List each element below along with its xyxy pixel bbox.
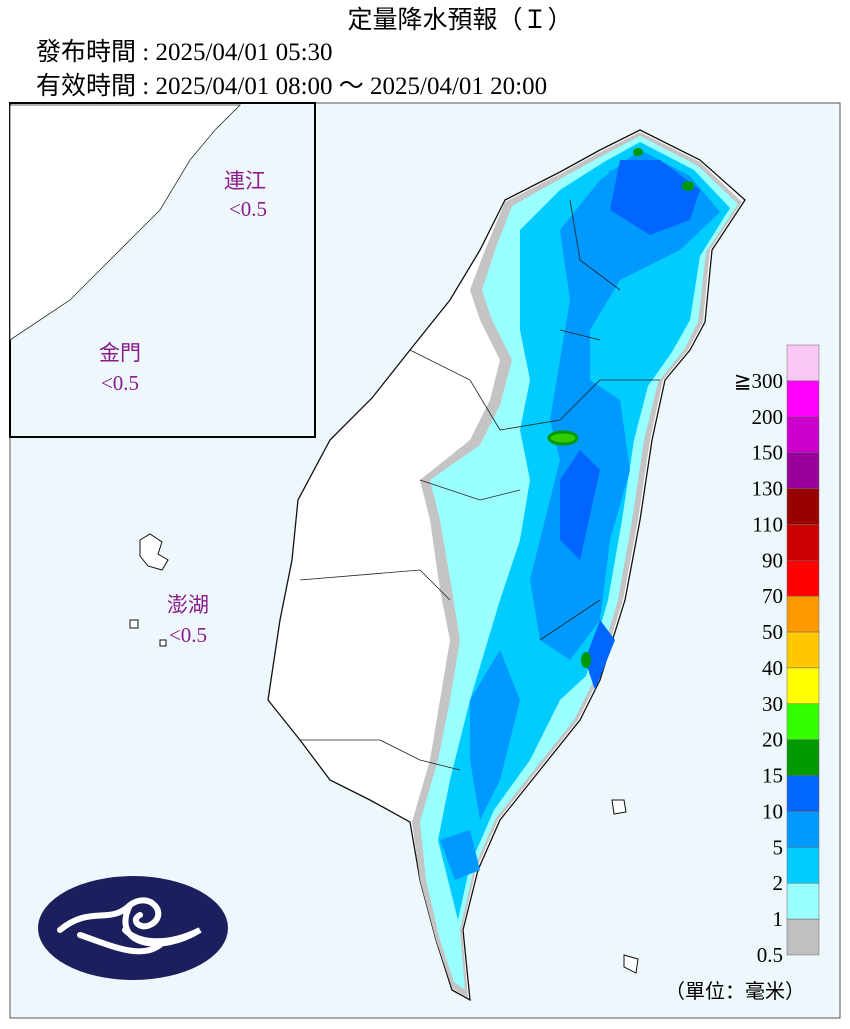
legend-swatch bbox=[786, 918, 820, 956]
issued-time: 發布時間 : 2025/04/01 05:30 bbox=[36, 38, 333, 66]
island-name: 連江 bbox=[224, 169, 266, 193]
legend-swatch bbox=[786, 416, 820, 453]
legend-label: 5 bbox=[773, 835, 784, 859]
legend-swatch bbox=[786, 847, 820, 884]
county-lines bbox=[299, 199, 660, 771]
legend-swatch bbox=[786, 524, 820, 561]
penghu bbox=[129, 533, 169, 647]
title: 定量降水預報（Ｉ） bbox=[347, 6, 572, 34]
valid-time: 有效時間 : 2025/04/01 08:00 ～ 2025/04/01 20:… bbox=[36, 72, 547, 100]
legend-label: 0.5 bbox=[757, 943, 783, 967]
legend-swatch bbox=[786, 703, 820, 740]
legend-swatch bbox=[786, 488, 820, 525]
legend-label: 150 bbox=[752, 441, 784, 465]
cwa-logo bbox=[38, 876, 228, 980]
island-amount: <0.5 bbox=[169, 623, 207, 647]
legend-swatch bbox=[786, 631, 820, 669]
rain-20 bbox=[547, 430, 579, 446]
small-islands bbox=[611, 799, 639, 974]
rain-15 bbox=[682, 181, 694, 191]
island-amount: <0.5 bbox=[101, 371, 139, 395]
island-name: 金門 bbox=[99, 341, 141, 365]
legend-label: 130 bbox=[752, 477, 784, 501]
rain-5b bbox=[440, 170, 700, 880]
legend-swatch bbox=[786, 811, 820, 848]
legend-swatch bbox=[786, 380, 820, 418]
legend-label: 90 bbox=[762, 548, 783, 572]
legend-label: 15 bbox=[762, 764, 783, 788]
unit-label: （單位：毫米） bbox=[665, 980, 805, 1003]
china-coast bbox=[9, 104, 241, 341]
legend-label: 10 bbox=[762, 799, 783, 823]
legend-label: 70 bbox=[762, 584, 783, 608]
legend-label: 50 bbox=[762, 620, 783, 644]
rain-10 bbox=[560, 160, 700, 690]
legend-label: 2 bbox=[773, 871, 784, 895]
legend-label: 40 bbox=[762, 656, 783, 680]
legend-swatch bbox=[786, 344, 820, 382]
rain-15 bbox=[581, 652, 591, 668]
legend-swatch bbox=[786, 595, 820, 633]
legend-label: 20 bbox=[762, 728, 783, 752]
legend-label: 30 bbox=[762, 692, 783, 716]
legend-swatch bbox=[786, 560, 820, 597]
legend-swatch bbox=[786, 882, 820, 920]
rain-15 bbox=[633, 148, 643, 156]
legend-label: ≧300 bbox=[734, 369, 783, 393]
legend-label: 1 bbox=[773, 907, 784, 931]
legend-swatch bbox=[786, 452, 820, 489]
island-name: 澎湖 bbox=[167, 593, 209, 617]
legend-swatch bbox=[786, 775, 820, 812]
legend-swatch bbox=[786, 739, 820, 776]
island-amount: <0.5 bbox=[229, 197, 267, 221]
legend: ≧300 200 150 130 110 90 70 50 40 30 20 15 10 5 2 1 0.5 bbox=[734, 344, 820, 967]
logo-swirl bbox=[57, 897, 202, 955]
legend-swatch bbox=[786, 667, 820, 705]
legend-label: 110 bbox=[752, 512, 783, 536]
legend-label: 200 bbox=[752, 405, 784, 429]
